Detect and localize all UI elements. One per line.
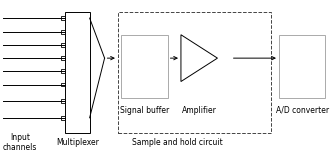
- Bar: [118, 12, 271, 133]
- Bar: [65, 12, 90, 133]
- Bar: [60, 43, 69, 47]
- Text: Sample and hold circuit: Sample and hold circuit: [132, 138, 223, 147]
- Text: Signal buffer: Signal buffer: [120, 106, 169, 115]
- Bar: [60, 83, 69, 86]
- Bar: [121, 35, 168, 98]
- Bar: [60, 56, 69, 60]
- Text: A/D converter: A/D converter: [276, 106, 329, 115]
- Bar: [60, 69, 69, 73]
- Text: Multiplexer: Multiplexer: [56, 138, 100, 147]
- Bar: [60, 16, 69, 20]
- Bar: [60, 99, 69, 103]
- Bar: [279, 35, 325, 98]
- Text: Amplifier: Amplifier: [182, 106, 217, 115]
- Bar: [60, 30, 69, 34]
- Text: Input
channels: Input channels: [3, 133, 37, 151]
- Bar: [60, 116, 69, 120]
